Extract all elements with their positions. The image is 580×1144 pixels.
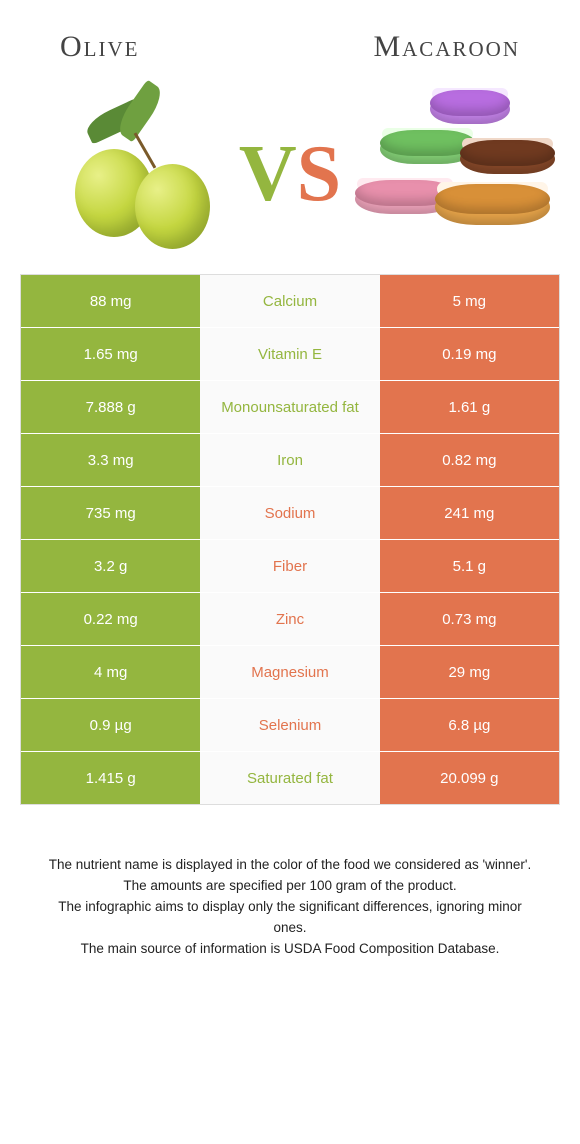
value-left: 3.2 g: [21, 540, 200, 592]
footer-notes: The nutrient name is displayed in the co…: [20, 805, 560, 960]
nutrient-label: Selenium: [200, 699, 379, 751]
value-right: 5.1 g: [380, 540, 559, 592]
vs-label: VS: [239, 129, 341, 220]
nutrient-label: Zinc: [200, 593, 379, 645]
nutrient-label: Sodium: [200, 487, 379, 539]
value-right: 5 mg: [380, 275, 559, 327]
olive-illustration: [30, 89, 230, 259]
footer-line: The main source of information is USDA F…: [40, 939, 540, 960]
value-right: 6.8 µg: [380, 699, 559, 751]
nutrient-label: Fiber: [200, 540, 379, 592]
nutrient-label: Magnesium: [200, 646, 379, 698]
nutrient-label: Iron: [200, 434, 379, 486]
title-right: Macaroon: [373, 30, 520, 64]
value-right: 1.61 g: [380, 381, 559, 433]
table-row: 1.65 mgVitamin E0.19 mg: [21, 328, 559, 381]
value-right: 20.099 g: [380, 752, 559, 804]
footer-line: The nutrient name is displayed in the co…: [40, 855, 540, 876]
title-left: Olive: [60, 30, 139, 64]
table-row: 0.9 µgSelenium6.8 µg: [21, 699, 559, 752]
value-left: 0.22 mg: [21, 593, 200, 645]
value-right: 29 mg: [380, 646, 559, 698]
value-left: 88 mg: [21, 275, 200, 327]
macaroon-illustration: [350, 89, 550, 259]
footer-line: The amounts are specified per 100 gram o…: [40, 876, 540, 897]
value-left: 735 mg: [21, 487, 200, 539]
nutrition-table: 88 mgCalcium5 mg1.65 mgVitamin E0.19 mg7…: [20, 274, 560, 805]
nutrient-label: Calcium: [200, 275, 379, 327]
table-row: 4 mgMagnesium29 mg: [21, 646, 559, 699]
table-row: 3.3 mgIron0.82 mg: [21, 434, 559, 487]
value-left: 0.9 µg: [21, 699, 200, 751]
vs-v: V: [239, 130, 297, 218]
table-row: 1.415 gSaturated fat20.099 g: [21, 752, 559, 805]
vs-s: S: [297, 130, 342, 218]
header: Olive Macaroon: [20, 20, 560, 84]
hero: VS: [20, 84, 560, 274]
nutrient-label: Monounsaturated fat: [200, 381, 379, 433]
table-row: 88 mgCalcium5 mg: [21, 275, 559, 328]
value-left: 7.888 g: [21, 381, 200, 433]
value-right: 0.19 mg: [380, 328, 559, 380]
value-right: 0.82 mg: [380, 434, 559, 486]
value-left: 3.3 mg: [21, 434, 200, 486]
footer-line: The infographic aims to display only the…: [40, 897, 540, 939]
value-left: 1.415 g: [21, 752, 200, 804]
table-row: 7.888 gMonounsaturated fat1.61 g: [21, 381, 559, 434]
value-right: 241 mg: [380, 487, 559, 539]
nutrient-label: Saturated fat: [200, 752, 379, 804]
table-row: 0.22 mgZinc0.73 mg: [21, 593, 559, 646]
table-row: 735 mgSodium241 mg: [21, 487, 559, 540]
value-right: 0.73 mg: [380, 593, 559, 645]
nutrient-label: Vitamin E: [200, 328, 379, 380]
table-row: 3.2 gFiber5.1 g: [21, 540, 559, 593]
value-left: 4 mg: [21, 646, 200, 698]
value-left: 1.65 mg: [21, 328, 200, 380]
